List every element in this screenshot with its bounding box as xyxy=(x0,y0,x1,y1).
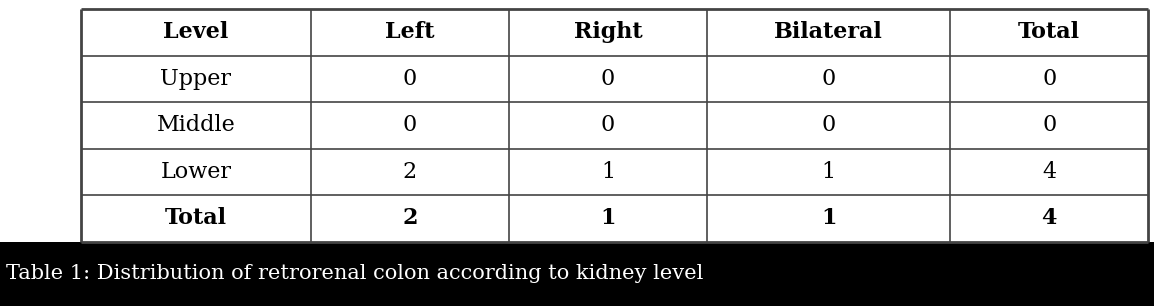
Text: Table 1: Distribution of retrorenal colon according to kidney level: Table 1: Distribution of retrorenal colo… xyxy=(6,264,703,283)
Text: 4: 4 xyxy=(1041,207,1057,230)
Text: Total: Total xyxy=(165,207,227,230)
Text: 0: 0 xyxy=(822,68,835,90)
Text: Middle: Middle xyxy=(157,114,235,136)
Text: 1: 1 xyxy=(601,161,615,183)
Text: 4: 4 xyxy=(1042,161,1056,183)
Text: 2: 2 xyxy=(403,207,418,230)
Text: 1: 1 xyxy=(820,207,837,230)
Text: 1: 1 xyxy=(822,161,835,183)
Text: Bilateral: Bilateral xyxy=(774,21,883,43)
Text: 0: 0 xyxy=(601,114,615,136)
Text: Total: Total xyxy=(1018,21,1080,43)
Text: 0: 0 xyxy=(1042,114,1056,136)
Text: Upper: Upper xyxy=(160,68,231,90)
Text: 0: 0 xyxy=(403,68,417,90)
Text: 0: 0 xyxy=(1042,68,1056,90)
Text: Lower: Lower xyxy=(160,161,231,183)
Text: 1: 1 xyxy=(600,207,616,230)
Text: 2: 2 xyxy=(403,161,417,183)
Text: Left: Left xyxy=(385,21,435,43)
Text: 0: 0 xyxy=(822,114,835,136)
Text: Level: Level xyxy=(163,21,228,43)
Text: 0: 0 xyxy=(403,114,417,136)
Text: Right: Right xyxy=(574,21,643,43)
Text: 0: 0 xyxy=(601,68,615,90)
